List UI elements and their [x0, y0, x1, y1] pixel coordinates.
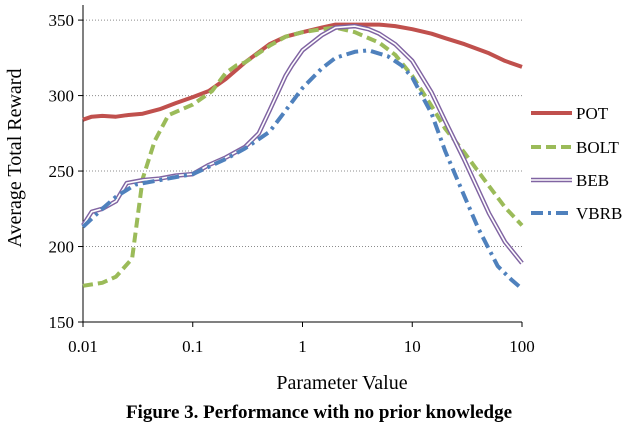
y-tick-label: 200 — [49, 238, 75, 257]
grid-lines — [83, 19, 522, 248]
legend-label-bolt: BOLT — [576, 138, 619, 157]
series-bolt-line — [82, 25, 524, 288]
y-tick-label: 150 — [49, 313, 75, 332]
series-beb — [81, 23, 524, 265]
x-tick-label: 10 — [404, 337, 421, 356]
series-pot-line — [82, 22, 523, 122]
x-axis-ticks: 0.01 0.1 1 10 100 — [68, 322, 535, 356]
series-layer — [81, 22, 524, 291]
x-axis-title: Parameter Value — [276, 372, 407, 394]
series-beb-inner-line — [82, 25, 523, 264]
legend-label-pot: POT — [576, 104, 609, 123]
figure-caption: Figure 3. Performance with no prior know… — [125, 402, 513, 423]
legend-item-vbrb: VBRB — [531, 204, 622, 223]
x-tick-label: 100 — [509, 337, 535, 356]
y-axis-title: Average Total Reward — [4, 69, 26, 248]
legend-item-pot: POT — [531, 104, 609, 123]
legend: POT BOLT BEB VBRB — [531, 104, 622, 223]
series-vbrb-line — [81, 48, 524, 291]
x-tick-label: 0.01 — [68, 337, 98, 356]
y-axis-ticks: 150 200 250 300 350 — [49, 11, 83, 332]
legend-item-beb: BEB — [531, 171, 609, 190]
legend-label-beb: BEB — [576, 171, 609, 190]
x-tick-label: 1 — [298, 337, 307, 356]
x-tick-label: 0.1 — [182, 337, 203, 356]
y-tick-label: 250 — [49, 162, 75, 181]
legend-label-vbrb: VBRB — [576, 204, 622, 223]
legend-item-bolt: BOLT — [531, 138, 619, 157]
y-tick-label: 350 — [49, 11, 75, 30]
y-tick-label: 300 — [49, 87, 75, 106]
line-chart: 150 200 250 300 350 0.01 0.1 1 10 100 Parameter … — [4, 5, 622, 394]
